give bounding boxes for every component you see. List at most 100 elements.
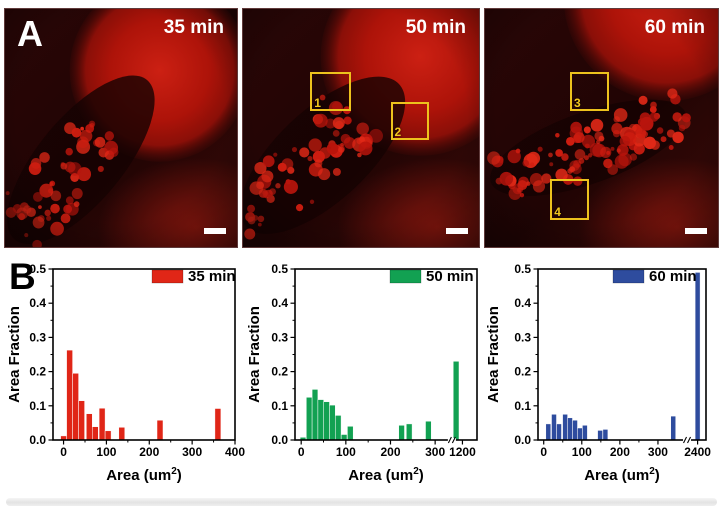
svg-text:400: 400 [225, 445, 245, 459]
bar [92, 426, 99, 441]
bar [66, 349, 73, 441]
bar [156, 419, 164, 441]
bar [347, 426, 354, 441]
panel-a-label: A [17, 13, 43, 54]
y-axis-label: Area Fraction [485, 306, 502, 403]
svg-text:0.3: 0.3 [29, 330, 46, 344]
svg-text:300: 300 [425, 445, 445, 459]
bar [545, 423, 552, 441]
svg-text:300: 300 [182, 445, 202, 459]
scale-bar [204, 228, 226, 234]
svg-text:100: 100 [572, 445, 592, 459]
bar [78, 400, 85, 441]
svg-text:300: 300 [648, 445, 668, 459]
x-axis-label: Area (um2) [106, 466, 182, 484]
time-label-60min: 60 min [644, 17, 705, 38]
time-label-50min: 50 min [405, 17, 466, 38]
y-axis-label: Area Fraction [246, 306, 263, 403]
bar [452, 361, 460, 441]
svg-text:0.2: 0.2 [29, 365, 46, 379]
svg-text:0: 0 [298, 445, 305, 459]
micrograph-50min: 50 min 1 2 [242, 8, 480, 248]
bar [317, 399, 324, 441]
bar [556, 423, 562, 441]
svg-text:0.0: 0.0 [514, 433, 531, 447]
svg-text:100: 100 [336, 445, 356, 459]
y-axis-label: Area Fraction [6, 306, 23, 403]
panel-b-label: B [9, 256, 36, 297]
bar [597, 430, 603, 441]
bar [577, 427, 583, 441]
bar [582, 425, 588, 441]
roi-number: 3 [574, 95, 581, 110]
svg-text:0.2: 0.2 [271, 365, 288, 379]
scale-bar [685, 228, 707, 234]
bar [306, 397, 313, 441]
micrograph-art-60min [485, 9, 718, 247]
legend-swatch [389, 269, 422, 284]
micrograph-35min: A 35 min [4, 8, 238, 248]
bar [311, 389, 319, 441]
bar [86, 413, 93, 441]
svg-text:200: 200 [610, 445, 630, 459]
micrograph-art-50min [243, 9, 479, 247]
bar [98, 407, 106, 441]
legend-swatch [151, 269, 184, 284]
svg-text:0.1: 0.1 [271, 399, 288, 413]
bar [72, 373, 79, 441]
bar [572, 419, 578, 441]
svg-text:2400: 2400 [684, 445, 711, 459]
bar [602, 429, 609, 441]
svg-text:0.1: 0.1 [514, 399, 531, 413]
scale-bar [446, 228, 468, 234]
svg-text:0.3: 0.3 [271, 330, 288, 344]
legend-label: 35 min [188, 268, 236, 285]
histogram-35min: 0.0 0.1 0.2 0.3 0.4 0.5 0 100 200 300 400 35 min Are… [6, 262, 245, 484]
svg-text:0: 0 [60, 445, 67, 459]
svg-text:0.2: 0.2 [514, 365, 531, 379]
x-axis-label: Area (um2) [584, 466, 660, 484]
bar [329, 404, 336, 441]
bottom-divider [6, 498, 717, 506]
svg-text:1200: 1200 [449, 445, 476, 459]
bar [694, 272, 701, 441]
svg-text:0.4: 0.4 [29, 296, 46, 310]
svg-text:0.5: 0.5 [29, 262, 46, 276]
micrograph-art-35min [5, 9, 237, 247]
roi-box-4: 4 [550, 179, 590, 221]
svg-text:100: 100 [96, 445, 116, 459]
roi-number: 1 [314, 95, 321, 110]
svg-text:0.3: 0.3 [514, 330, 531, 344]
svg-text:0: 0 [540, 445, 547, 459]
roi-box-1: 1 [310, 72, 351, 111]
histogram-50min: 0.0 0.1 0.2 0.3 0.4 0.5 0 100 200 300 1200 50 min Ar… [246, 262, 478, 484]
bar [118, 427, 126, 441]
svg-text:0.4: 0.4 [514, 296, 531, 310]
time-label-35min: 35 min [163, 17, 224, 38]
bar [323, 401, 330, 441]
bar [104, 430, 112, 441]
svg-text:0.4: 0.4 [271, 296, 288, 310]
roi-number: 4 [554, 205, 561, 220]
svg-text:0.5: 0.5 [514, 262, 531, 276]
x-axis-label: Area (um2) [348, 466, 424, 484]
legend-label: 50 min [426, 268, 474, 285]
svg-text:200: 200 [380, 445, 400, 459]
bar [551, 414, 557, 441]
svg-text:0.5: 0.5 [271, 262, 288, 276]
bar [398, 425, 405, 441]
bar [406, 423, 413, 441]
legend-swatch [612, 269, 645, 284]
micrograph-60min: 60 min 3 4 [484, 8, 719, 248]
roi-number: 2 [394, 125, 402, 140]
bar [425, 420, 432, 441]
roi-box-2: 2 [390, 101, 430, 141]
svg-text:200: 200 [139, 445, 159, 459]
svg-text:0.0: 0.0 [29, 433, 46, 447]
bar [335, 415, 342, 441]
roi-box-3: 3 [570, 72, 609, 111]
bar [670, 415, 676, 441]
bar [567, 417, 573, 441]
svg-text:0.0: 0.0 [271, 433, 288, 447]
